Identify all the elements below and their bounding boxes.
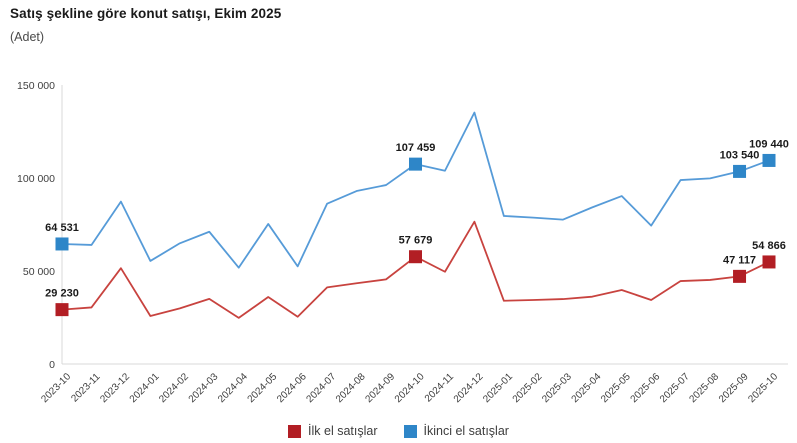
second-hand-legend-swatch	[403, 424, 417, 438]
x-tick-label: 2025-06	[629, 371, 663, 405]
y-tick-label: 150 000	[17, 80, 55, 92]
second-hand-legend-label: İkinci el satışlar	[423, 424, 509, 438]
x-tick-label: 2025-09	[717, 371, 751, 405]
x-tick-label: 2024-07	[305, 371, 339, 405]
series-marker-0	[55, 303, 69, 317]
x-tick-label: 2024-11	[423, 371, 457, 405]
x-tick-label: 2024-03	[187, 371, 221, 405]
legend-item-first-hand[interactable]: İlk el satışlar	[288, 424, 378, 438]
x-tick-label: 2024-01	[128, 371, 162, 405]
series-marker-1	[762, 153, 776, 167]
data-label: 29 230	[45, 288, 79, 300]
first-hand-legend-label: İlk el satışlar	[308, 424, 378, 438]
series-marker-0	[409, 250, 422, 264]
x-tick-label: 2025-01	[481, 371, 515, 405]
x-tick-label: 2024-10	[393, 371, 427, 405]
series-marker-1	[55, 237, 69, 251]
sales-line-chart: 0 50 000 100 000 150 000 2023-102023-112023-…	[17, 80, 789, 405]
x-tick-label: 2024-02	[157, 371, 191, 405]
x-tick-label: 2023-12	[98, 371, 132, 405]
x-tick-label: 2025-07	[658, 371, 692, 405]
data-label: 109 440	[749, 138, 789, 150]
x-tick-label: 2024-05	[246, 371, 280, 405]
chart-unit-label: (Adet)	[10, 30, 45, 44]
series-marker-1	[409, 157, 422, 171]
x-tick-label: 2025-03	[540, 371, 574, 405]
x-tick-label: 2023-10	[39, 371, 73, 405]
data-label: 54 866	[752, 240, 786, 252]
x-tick-label: 2025-10	[746, 371, 780, 405]
x-tick-label: 2024-06	[275, 371, 309, 405]
chart-title: Satış şekline göre konut satışı, Ekim 20…	[10, 6, 282, 21]
series-marker-0	[762, 255, 776, 269]
x-tick-label: 2025-05	[599, 371, 633, 405]
x-tick-label: 2025-04	[570, 371, 604, 405]
x-tick-label: 2025-08	[687, 371, 721, 405]
legend-item-second-hand[interactable]: İkinci el satışlar	[403, 424, 509, 438]
data-label: 103 540	[720, 149, 760, 161]
y-tick-label: 50 000	[23, 266, 55, 278]
data-label: 57 679	[399, 235, 433, 247]
y-tick-label: 100 000	[17, 173, 55, 185]
x-tick-label: 2024-12	[452, 371, 486, 405]
x-tick-label: 2024-04	[216, 371, 250, 405]
data-label: 47 117	[723, 254, 756, 266]
data-label: 64 531	[45, 222, 79, 234]
x-tick-label: 2025-02	[511, 371, 545, 405]
chart-legend: İlk el satışlar İkinci el satışlar	[0, 424, 797, 438]
series-marker-0	[733, 269, 747, 283]
y-tick-label: 0	[49, 359, 55, 371]
x-tick-label: 2024-08	[334, 371, 368, 405]
x-tick-label: 2024-09	[363, 371, 397, 405]
x-tick-label: 2023-11	[69, 371, 103, 405]
first-hand-legend-swatch	[288, 424, 302, 438]
series-marker-1	[733, 164, 747, 178]
data-label: 107 459	[396, 142, 436, 154]
